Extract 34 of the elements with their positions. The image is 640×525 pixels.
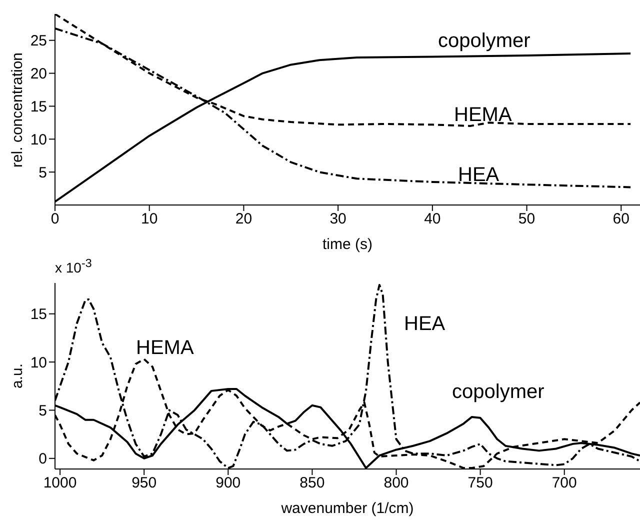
x-tick-label: 1000 <box>43 474 77 492</box>
x-tick-label: 60 <box>612 210 630 228</box>
x-tick-label: 0 <box>50 210 60 228</box>
y-axis-title: a.u. <box>9 363 27 389</box>
annotation: HEMA <box>136 337 194 360</box>
x-tick-label: 30 <box>330 210 346 228</box>
y-tick-label: 15 <box>30 98 47 116</box>
x-tick-label: 40 <box>424 210 441 228</box>
y-tick-label: 10 <box>30 354 47 372</box>
x-tick-label: 900 <box>216 474 241 492</box>
text: x 10$^{-3}$ <box>55 257 92 276</box>
annotation: copolymer <box>438 30 530 53</box>
annotation: HEA <box>404 313 446 336</box>
y-tick-label: 10 <box>30 131 47 148</box>
x-tick-label: 20 <box>235 210 252 228</box>
y-tick-label: 15 <box>30 306 47 324</box>
x-axis-title: wavenumber (1/cm) <box>280 500 415 517</box>
x-tick-label: 950 <box>132 474 157 492</box>
x-tick-label: 10 <box>141 210 158 228</box>
x-tick-label: 850 <box>300 474 325 492</box>
x-axis-title: time (s) <box>322 236 374 253</box>
annotation: HEA <box>458 164 500 187</box>
y-tick-label: 5 <box>38 164 47 182</box>
x-tick-label: 750 <box>468 474 493 492</box>
y-tick-label: 0 <box>38 450 47 468</box>
y-axis-title: rel. concentration <box>9 52 27 168</box>
x-tick-label: 50 <box>518 210 536 228</box>
x-tick-label: 700 <box>552 474 577 492</box>
annotation: copolymer <box>452 381 544 404</box>
x-tick-label: 800 <box>384 474 409 492</box>
y-tick-label: 20 <box>30 66 47 83</box>
y-tick-label: 5 <box>38 402 47 420</box>
y-tick-label: 25 <box>30 32 47 50</box>
annotation: HEMA <box>454 104 512 127</box>
